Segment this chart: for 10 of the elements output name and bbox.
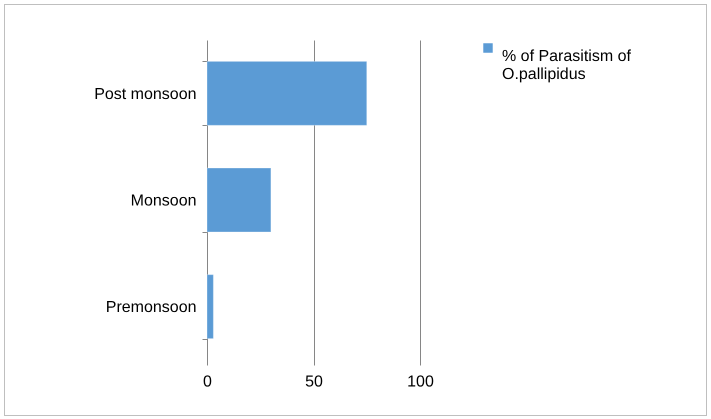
y-tick-label: Monsoon (130, 192, 196, 210)
bar (206, 168, 272, 232)
y-tick-label: Post monsoon (94, 86, 196, 103)
bar (206, 60, 368, 126)
legend-label: % of Parasitism of O.pallipidus (502, 48, 632, 83)
x-tick-label: 100 (407, 374, 434, 390)
y-tick-label: Premonsoon (106, 299, 196, 316)
x-tick-label: 50 (305, 374, 323, 390)
bar (206, 274, 214, 340)
x-tick-label: 0 (203, 374, 212, 390)
